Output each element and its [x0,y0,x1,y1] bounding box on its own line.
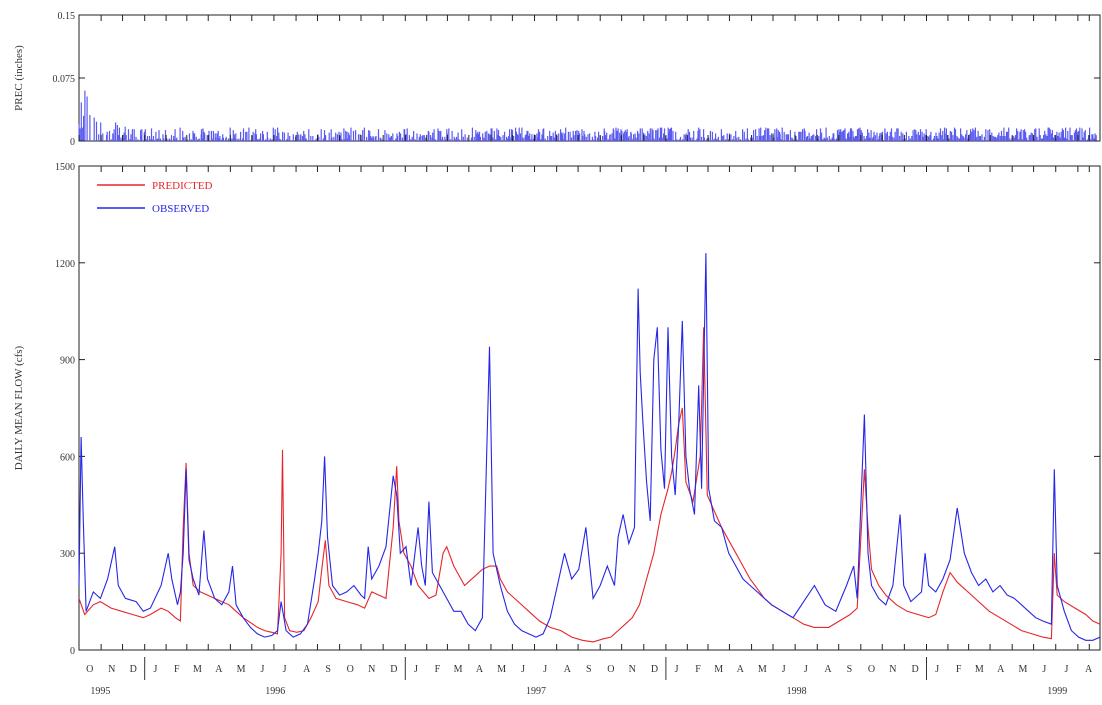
month-label: D [130,664,137,675]
legend-label-predicted: PREDICTED [152,180,213,192]
month-label: A [824,664,832,675]
precip-y-tick-label: 0.075 [53,74,76,85]
month-label: M [237,664,246,675]
month-label: M [714,664,723,675]
month-label: J [804,664,808,675]
month-label: A [303,664,311,675]
month-label: N [889,664,896,675]
series-line-observed [78,253,1101,641]
month-label: M [975,664,984,675]
flow-y-tick-label: 300 [60,549,75,560]
year-label: 1996 [265,686,285,697]
month-label: J [153,664,157,675]
month-label: N [108,664,115,675]
month-label: J [414,664,418,675]
month-label: J [261,664,265,675]
month-label: D [911,664,918,675]
precip-y-axis-label: PREC (inches) [13,45,25,111]
precip-y-tick-label: 0 [70,137,75,148]
month-label: F [435,664,441,675]
year-label: 1997 [526,686,546,697]
precip-panel: 0 0.075 0.15 PREC (inches) [13,11,1101,148]
precip-y-ticks: 0 0.075 0.15 [53,11,1100,148]
series-line-predicted [78,327,1101,643]
month-label: A [215,664,223,675]
month-label: J [782,664,786,675]
flow-x-ticks [78,166,1090,650]
flow-y-tick-label: 600 [60,452,75,463]
month-label: M [454,664,463,675]
flow-y-axis-label: DAILY MEAN FLOW (cfs) [13,345,25,470]
year-labels: 1995 1996 1997 1998 1999 [90,686,1067,697]
precip-bars [78,90,1097,141]
precip-x-ticks [78,15,1090,141]
precip-plot-frame [78,14,1101,142]
year-label: 1998 [787,686,807,697]
month-label: M [497,664,506,675]
month-label: A [997,664,1005,675]
flow-y-tick-label: 1200 [55,259,75,270]
flow-y-tick-label: 1500 [55,162,75,173]
month-label: S [325,664,331,675]
month-label: M [758,664,767,675]
month-label: M [1018,664,1027,675]
month-label: J [675,664,679,675]
year-label: 1999 [1047,686,1067,697]
month-label: O [347,664,354,675]
month-label: J [1042,664,1046,675]
month-label: N [629,664,636,675]
month-label: S [586,664,592,675]
month-label: A [476,664,484,675]
month-label: O [868,664,875,675]
flow-plot-frame [78,165,1101,651]
month-label: M [193,664,202,675]
month-label: D [651,664,658,675]
year-label: 1995 [90,686,110,697]
year-dividers [144,657,928,680]
flow-panel: 0 300 600 900 1200 1500 DAILY MEAN FLOW (cfs)… [13,162,1101,657]
month-label: F [956,664,962,675]
month-label: F [174,664,180,675]
month-label: J [1064,664,1068,675]
month-label: A [737,664,745,675]
month-label: A [1085,664,1093,675]
precip-y-tick-label: 0.15 [58,11,76,22]
month-label: J [283,664,287,675]
month-label: A [564,664,572,675]
month-label: O [86,664,93,675]
month-label: O [607,664,614,675]
month-label: J [935,664,939,675]
flow-y-tick-label: 0 [70,646,75,657]
month-label: D [390,664,397,675]
legend: PREDICTED OBSERVED [97,180,213,215]
month-label: J [521,664,525,675]
month-label: F [695,664,701,675]
flow-y-ticks: 0 300 600 900 1200 1500 [55,162,1100,657]
legend-label-observed: OBSERVED [152,203,209,215]
month-label: J [543,664,547,675]
month-label: S [847,664,853,675]
flow-y-tick-label: 900 [60,356,75,367]
month-label: N [368,664,375,675]
